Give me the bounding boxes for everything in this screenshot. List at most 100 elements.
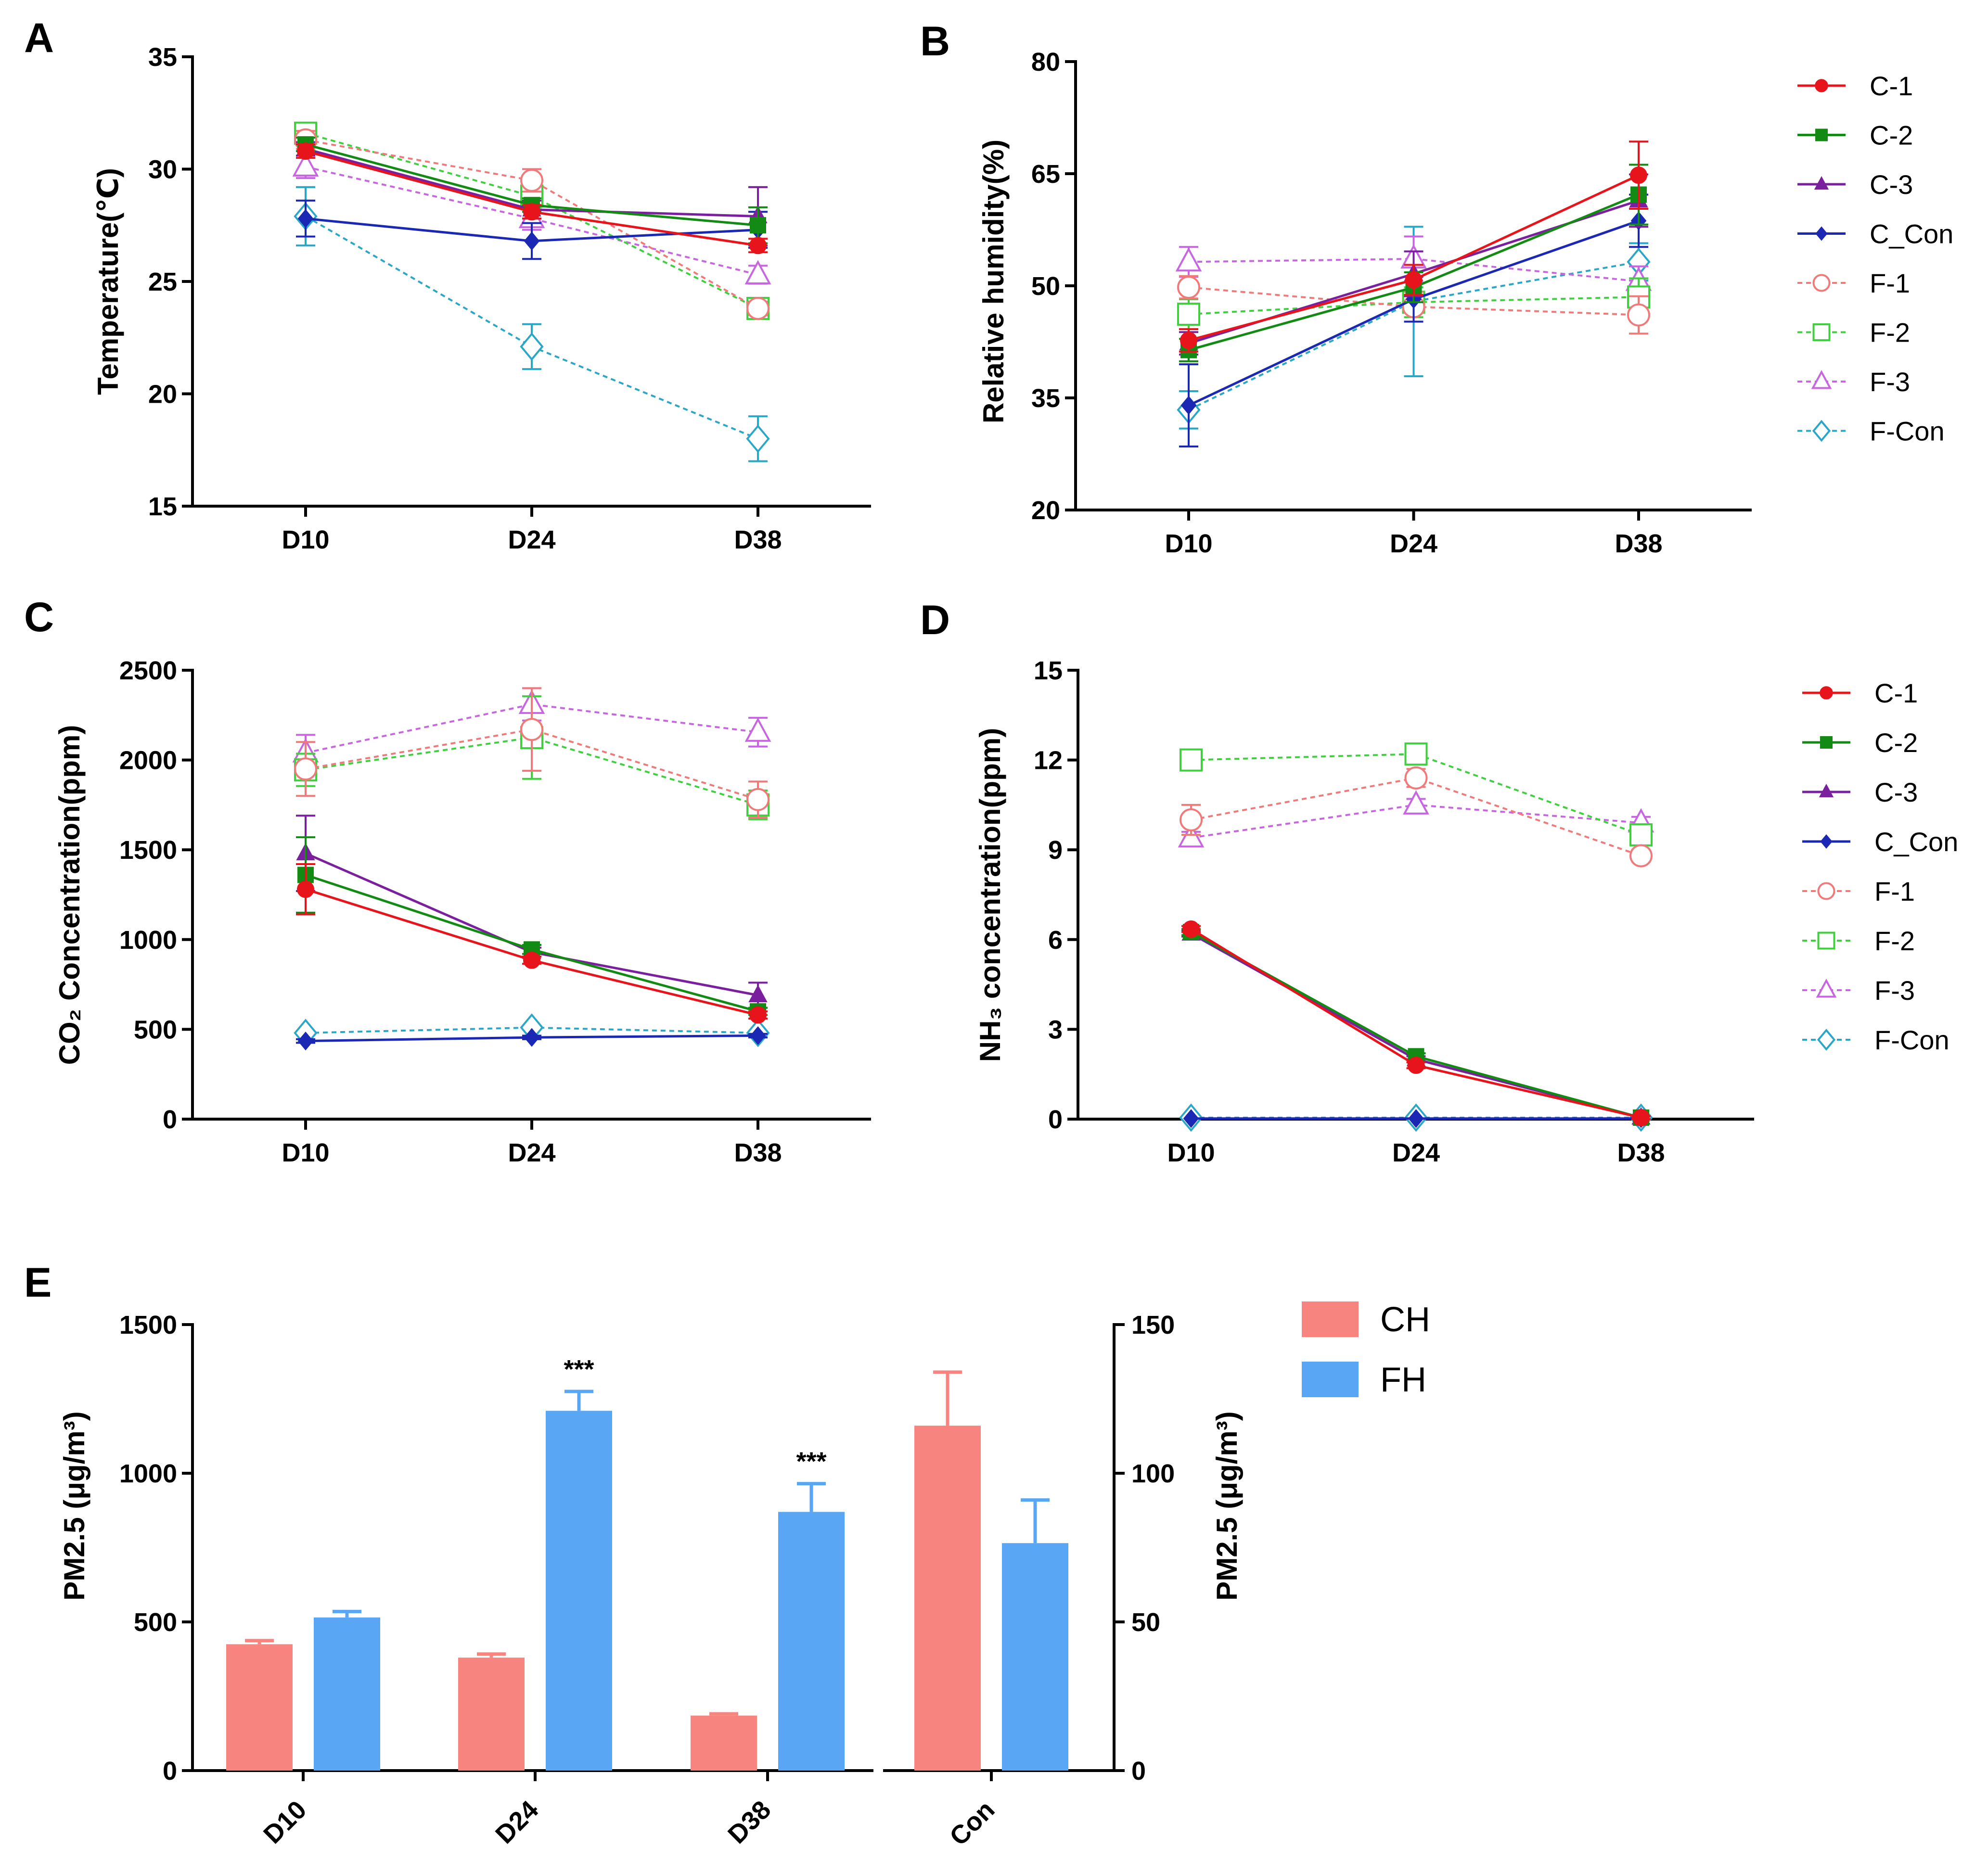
bar-ch — [226, 1644, 293, 1771]
data-point — [1629, 844, 1653, 867]
panel-e-ytick-label-right: 150 — [1131, 1311, 1175, 1339]
panel-e-xtick-label: Con — [944, 1795, 1000, 1851]
panel-label-b: B — [920, 18, 950, 64]
legend-marker — [1815, 226, 1828, 241]
panel-e-ytick-label-right: 50 — [1131, 1608, 1160, 1637]
panel-d-plot: 0 3 6 9 12 15 D10 D24 D38 — [1034, 656, 1754, 1167]
data-point — [297, 142, 314, 160]
data-point — [744, 260, 771, 284]
panel-c-ylabel: CO₂ Concentration(ppm) — [53, 725, 86, 1065]
legend-label-f-con: F-Con — [1874, 1025, 1950, 1055]
panel-c-series-c-3 — [296, 815, 768, 1009]
panel-d-series-f-3 — [1178, 790, 1655, 848]
data-point — [1627, 303, 1650, 327]
panel-b-plot: 20 35 50 65 80 D10 D24 D38 — [1031, 48, 1752, 558]
data-point — [1178, 823, 1205, 848]
data-point — [520, 332, 544, 361]
panel-e-xtick-label: D38 — [722, 1795, 776, 1849]
legend-label-f-2: F-2 — [1870, 318, 1910, 348]
data-point — [524, 1028, 540, 1047]
panel-e-plot: 0 500 1000 1500 0 50 100 150 D10 *** D24 *** D38 Con — [119, 1311, 1175, 1851]
series-line — [305, 852, 758, 996]
panel-c-ytick-label: 1000 — [119, 926, 177, 955]
panel-c-plot: 0 500 1000 1500 2000 2500 D10 D24 D38 — [119, 656, 871, 1167]
data-point — [1405, 271, 1423, 289]
panel-c-ytick-label: 1500 — [119, 836, 177, 865]
data-point — [1407, 1057, 1425, 1074]
panel-e-ytick-label-left: 0 — [163, 1757, 177, 1785]
panel-d-series-c-con — [1183, 1109, 1649, 1128]
panel-a-plot: 15 20 25 30 35 D10 D24 D38 — [148, 43, 871, 554]
bar-ch — [691, 1715, 757, 1771]
panel-b-ytick-label: 65 — [1031, 160, 1060, 189]
legend-label-f-1: F-1 — [1874, 876, 1915, 906]
legend-marker — [1817, 1029, 1836, 1051]
legend-label-c-2: C-2 — [1874, 727, 1918, 758]
panel-d-series-f-2 — [1180, 742, 1653, 847]
data-point — [746, 424, 770, 453]
data-point — [1183, 1109, 1199, 1128]
legend-label-c-2: C-2 — [1870, 120, 1913, 151]
legend-marker — [1812, 420, 1831, 442]
panel-b-ytick-label: 50 — [1031, 272, 1060, 301]
bar-group-d38: *** D38 — [691, 1447, 845, 1849]
panel-d-ytick-label: 15 — [1034, 656, 1063, 685]
legend-marker — [1815, 128, 1828, 141]
legend-b: C-1 C-2 C-3 C_Con F-1 F-2 F-3 F-Con — [1797, 71, 1953, 446]
panel-a-ytick-label: 30 — [148, 155, 177, 184]
panel-c-ytick-label: 500 — [134, 1015, 177, 1044]
legend-label-c-1: C-1 — [1870, 71, 1913, 101]
data-point — [297, 880, 314, 898]
legend-marker — [1814, 176, 1829, 190]
data-point — [523, 951, 540, 969]
legend-label-f-2: F-2 — [1874, 926, 1915, 956]
bar-group-d24: *** D24 — [458, 1355, 612, 1849]
significance-marker: *** — [564, 1355, 594, 1384]
panel-e-ytick-label-right: 100 — [1131, 1459, 1175, 1488]
data-point — [1404, 742, 1428, 766]
legend-label-c-con: C_Con — [1874, 827, 1958, 857]
panel-e-ylabel-left: PM2.5 (μg/m³) — [58, 1411, 90, 1600]
legend-label-fh: FH — [1380, 1361, 1426, 1399]
panel-b-xtick-label: D38 — [1615, 529, 1662, 558]
legend-marker — [1817, 882, 1835, 900]
legend-marker — [1819, 784, 1834, 798]
data-point — [1403, 790, 1429, 815]
series-line — [1190, 932, 1642, 1119]
panel-d-ytick-label: 9 — [1048, 836, 1063, 865]
data-point — [297, 209, 314, 228]
panel-d-series-c-2 — [1181, 924, 1651, 1126]
data-point — [744, 717, 771, 742]
data-point — [1630, 166, 1647, 184]
data-point — [1177, 276, 1200, 299]
series-line — [1188, 261, 1639, 411]
legend-label-c-1: C-1 — [1874, 678, 1918, 708]
panel-d-series-c-3 — [1181, 923, 1651, 1125]
data-point — [1180, 748, 1203, 772]
panel-c-xtick-label: D38 — [734, 1138, 782, 1167]
legend-label-c-3: C-3 — [1870, 169, 1913, 200]
bar-fh — [314, 1617, 380, 1771]
panel-a-xtick-label: D24 — [508, 525, 555, 554]
legend-label-f-3: F-3 — [1870, 367, 1910, 397]
data-point — [1182, 920, 1200, 938]
panel-c-xtick-label: D24 — [508, 1138, 555, 1167]
panel-d-ytick-label: 12 — [1034, 746, 1063, 775]
panel-e-ytick-label-right: 0 — [1131, 1757, 1146, 1785]
legend-marker — [1820, 686, 1833, 700]
panel-b-ytick-label: 80 — [1031, 48, 1060, 77]
panel-c-ytick-label: 0 — [163, 1105, 177, 1134]
legend-marker — [1820, 834, 1833, 849]
panel-d-ytick-label: 6 — [1048, 926, 1063, 955]
series-line — [1188, 258, 1639, 282]
legend-d: C-1 C-2 C-3 C_Con F-1 F-2 F-3 F-Con — [1802, 678, 1958, 1055]
data-point — [524, 231, 540, 251]
panel-b-xtick-label: D10 — [1165, 529, 1212, 558]
data-point — [520, 168, 543, 192]
data-point — [750, 1026, 766, 1046]
panel-c-series-f-1 — [294, 687, 770, 819]
panel-label-d: D — [920, 597, 950, 643]
bar-fh — [546, 1411, 612, 1771]
legend-label-f-1: F-1 — [1870, 268, 1910, 298]
panel-label-c: C — [24, 594, 54, 640]
